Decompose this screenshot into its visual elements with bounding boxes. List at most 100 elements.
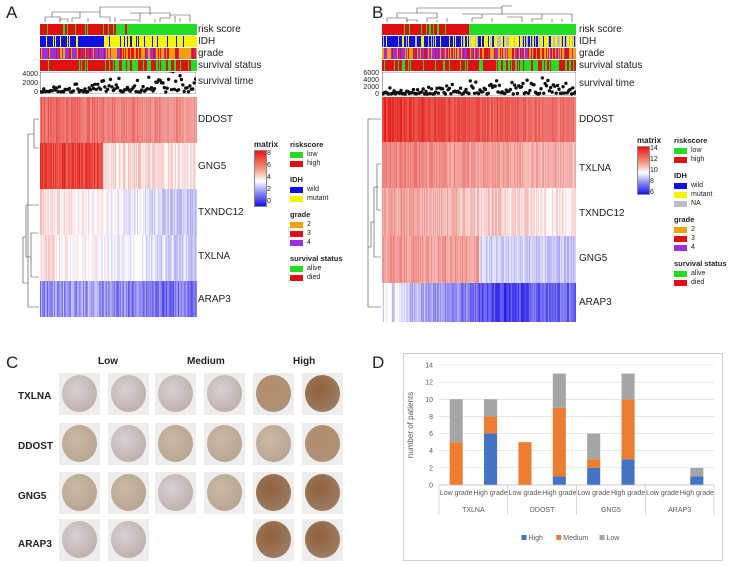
x-tick-label: Low grade bbox=[646, 490, 679, 497]
panel-a-column-dendrogram bbox=[44, 6, 191, 22]
legend-swatch bbox=[556, 535, 562, 540]
y-axis-label: number of patients bbox=[406, 392, 415, 458]
panel-a-heatmap-row bbox=[40, 143, 198, 189]
legend-swatch bbox=[521, 535, 527, 540]
panel-b-colorbar bbox=[637, 146, 650, 195]
legend-swatch bbox=[674, 279, 687, 286]
bar-segment bbox=[690, 476, 704, 485]
panel-c-gene-label: GNG5 bbox=[18, 491, 47, 502]
panel-a-heatmap-row bbox=[40, 189, 198, 235]
x-tick-label: Low grade bbox=[577, 490, 610, 497]
ihc-tissue-core bbox=[158, 425, 193, 462]
group-label: DDOST bbox=[530, 507, 555, 514]
ihc-tissue-core bbox=[62, 425, 97, 462]
legend-label: Low bbox=[607, 535, 621, 542]
axis-tick-label: 0 bbox=[375, 91, 379, 98]
legend-label: died bbox=[307, 274, 321, 281]
legend-label: low bbox=[307, 151, 318, 158]
panel-c-gene-label: ARAP3 bbox=[18, 539, 52, 550]
bar-segment bbox=[552, 373, 566, 408]
bar-segment bbox=[552, 407, 566, 477]
panel-a-survival-time-scatter bbox=[40, 72, 196, 94]
panel-b-gene-label: TXLNA bbox=[579, 163, 612, 174]
legend-title: grade bbox=[290, 210, 311, 219]
legend-swatch bbox=[674, 200, 687, 207]
y-tick-label: 14 bbox=[425, 363, 433, 370]
panel-b-track-label: survival status bbox=[579, 60, 643, 71]
legend-swatch bbox=[674, 182, 687, 189]
bar-segment bbox=[484, 416, 498, 434]
colorbar-tick: 10 bbox=[650, 167, 658, 174]
panel-b-heatmap-row bbox=[382, 188, 577, 236]
legend-label: 4 bbox=[691, 244, 695, 251]
y-tick-label: 12 bbox=[425, 380, 433, 387]
x-tick-label: High grade bbox=[611, 490, 645, 497]
legend-swatch bbox=[290, 274, 303, 281]
legend-swatch bbox=[674, 156, 687, 163]
panel-b-heatmap-row bbox=[382, 283, 577, 322]
bar-segment bbox=[621, 373, 635, 400]
panel-a-gene-label: TXLNA bbox=[198, 251, 231, 262]
legend-item: 4 bbox=[674, 243, 727, 252]
bar-segment bbox=[587, 459, 601, 468]
legend-label: alive bbox=[307, 265, 322, 272]
legend-label: NA bbox=[691, 200, 701, 207]
legend-swatch bbox=[674, 191, 687, 198]
panel-a-idh-track bbox=[40, 36, 198, 47]
panel-d-chart-frame bbox=[403, 353, 723, 561]
legend-item: high bbox=[290, 159, 343, 168]
panel-a-annotation-legends: riskscore low high IDH wild mutant grade 2 3 4 sur… bbox=[290, 140, 343, 289]
panel-a-track-label: survival time bbox=[198, 76, 254, 87]
panel-b-grade-track bbox=[382, 48, 577, 59]
panel-b-survival-status-track bbox=[382, 60, 577, 71]
panel-b-risk-score-track bbox=[382, 24, 577, 35]
panel-a-survival-axis: 4000 2000 0 bbox=[18, 70, 38, 97]
ihc-tissue-core bbox=[305, 521, 340, 558]
panel-d-letter: D bbox=[372, 353, 385, 372]
legend-item: died bbox=[674, 278, 727, 287]
legend-item: low bbox=[290, 150, 343, 159]
colorbar-tick: 8 bbox=[650, 178, 654, 185]
legend-label: 3 bbox=[691, 235, 695, 242]
colorbar-tick: 6 bbox=[650, 189, 654, 196]
legend-item: 3 bbox=[674, 234, 727, 243]
axis-tick-label: 2000 bbox=[363, 84, 379, 91]
legend-item: mutant bbox=[674, 190, 727, 199]
panel-a-letter: A bbox=[6, 3, 18, 22]
legend-label: mutant bbox=[307, 195, 329, 202]
legend-swatch bbox=[290, 221, 303, 228]
panel-a-heatmap-row bbox=[40, 281, 198, 317]
bar-segment bbox=[587, 433, 601, 460]
legend-title: survival status bbox=[674, 259, 727, 268]
legend-title: IDH bbox=[674, 171, 687, 180]
panel-b-track-label: IDH bbox=[579, 36, 597, 47]
panel-a-gene-label: DDOST bbox=[198, 114, 233, 125]
panel-a-gene-label: GNG5 bbox=[198, 161, 227, 172]
panel-b-heatmap-row bbox=[382, 142, 577, 188]
legend-label: 4 bbox=[307, 239, 311, 246]
legend-item: wild bbox=[290, 185, 343, 194]
x-tick-label: Low grade bbox=[509, 490, 542, 497]
panel-b-survival-axis: 6000 4000 2000 0 bbox=[357, 70, 379, 98]
bar-segment bbox=[449, 399, 463, 443]
legend-label: low bbox=[691, 147, 702, 154]
panel-b-column-dendrogram bbox=[386, 5, 573, 22]
panel-b-heatmap-row bbox=[382, 97, 577, 142]
legend-item: alive bbox=[290, 264, 343, 273]
colorbar-tick: 14 bbox=[650, 145, 658, 152]
bar-segment bbox=[552, 476, 566, 485]
panel-b-survival-time-scatter bbox=[382, 72, 576, 96]
axis-tick-label: 0 bbox=[34, 89, 38, 96]
x-tick-label: High grade bbox=[680, 490, 714, 497]
panel-b-gene-label: DDOST bbox=[579, 114, 614, 125]
bar-segment bbox=[621, 399, 635, 460]
panel-a-track-label: grade bbox=[198, 48, 224, 59]
ihc-tissue-core bbox=[256, 375, 291, 412]
ihc-tissue-core bbox=[111, 425, 146, 462]
ihc-tissue-core bbox=[305, 474, 340, 511]
panel-a-heatmap-row bbox=[40, 235, 198, 281]
panel-a-colorbar bbox=[254, 150, 267, 207]
panel-b-gene-label: ARAP3 bbox=[579, 297, 612, 308]
panel-b-track-label: risk score bbox=[579, 24, 622, 35]
legend-title: survival status bbox=[290, 254, 343, 263]
